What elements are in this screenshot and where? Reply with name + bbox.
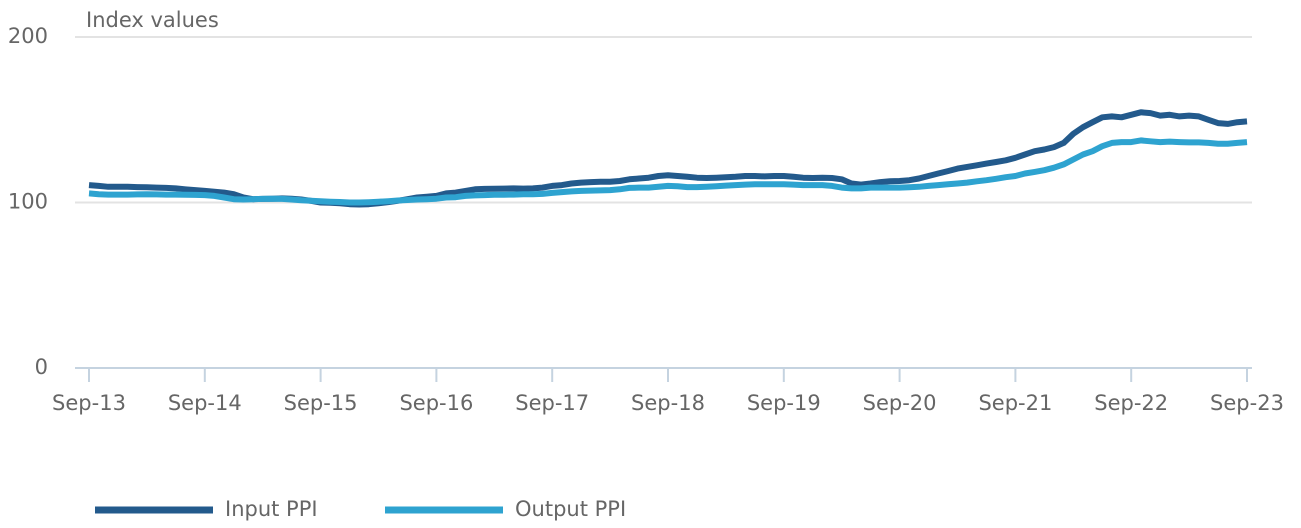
- x-tick-label: Sep-16: [399, 391, 473, 415]
- legend-label: Input PPI: [225, 497, 318, 521]
- series-line: [88, 137, 1248, 206]
- y-tick-label: 0: [35, 355, 48, 379]
- x-tick-label: Sep-13: [52, 391, 126, 415]
- x-tick-label: Sep-22: [1094, 391, 1168, 415]
- y-tick-label: 100: [8, 190, 48, 214]
- x-tick-label: Sep-18: [631, 391, 705, 415]
- y-tick-label: 200: [8, 24, 48, 48]
- legend-label: Output PPI: [515, 497, 626, 521]
- chart-title: Index values: [86, 8, 219, 32]
- x-tick-label: Sep-20: [863, 391, 937, 415]
- x-tick-label: Sep-17: [515, 391, 589, 415]
- x-tick-label: Sep-14: [168, 391, 242, 415]
- x-tick-label: Sep-23: [1210, 391, 1284, 415]
- x-tick-label: Sep-15: [284, 391, 358, 415]
- x-tick-label: Sep-21: [978, 391, 1052, 415]
- x-tick-label: Sep-19: [747, 391, 821, 415]
